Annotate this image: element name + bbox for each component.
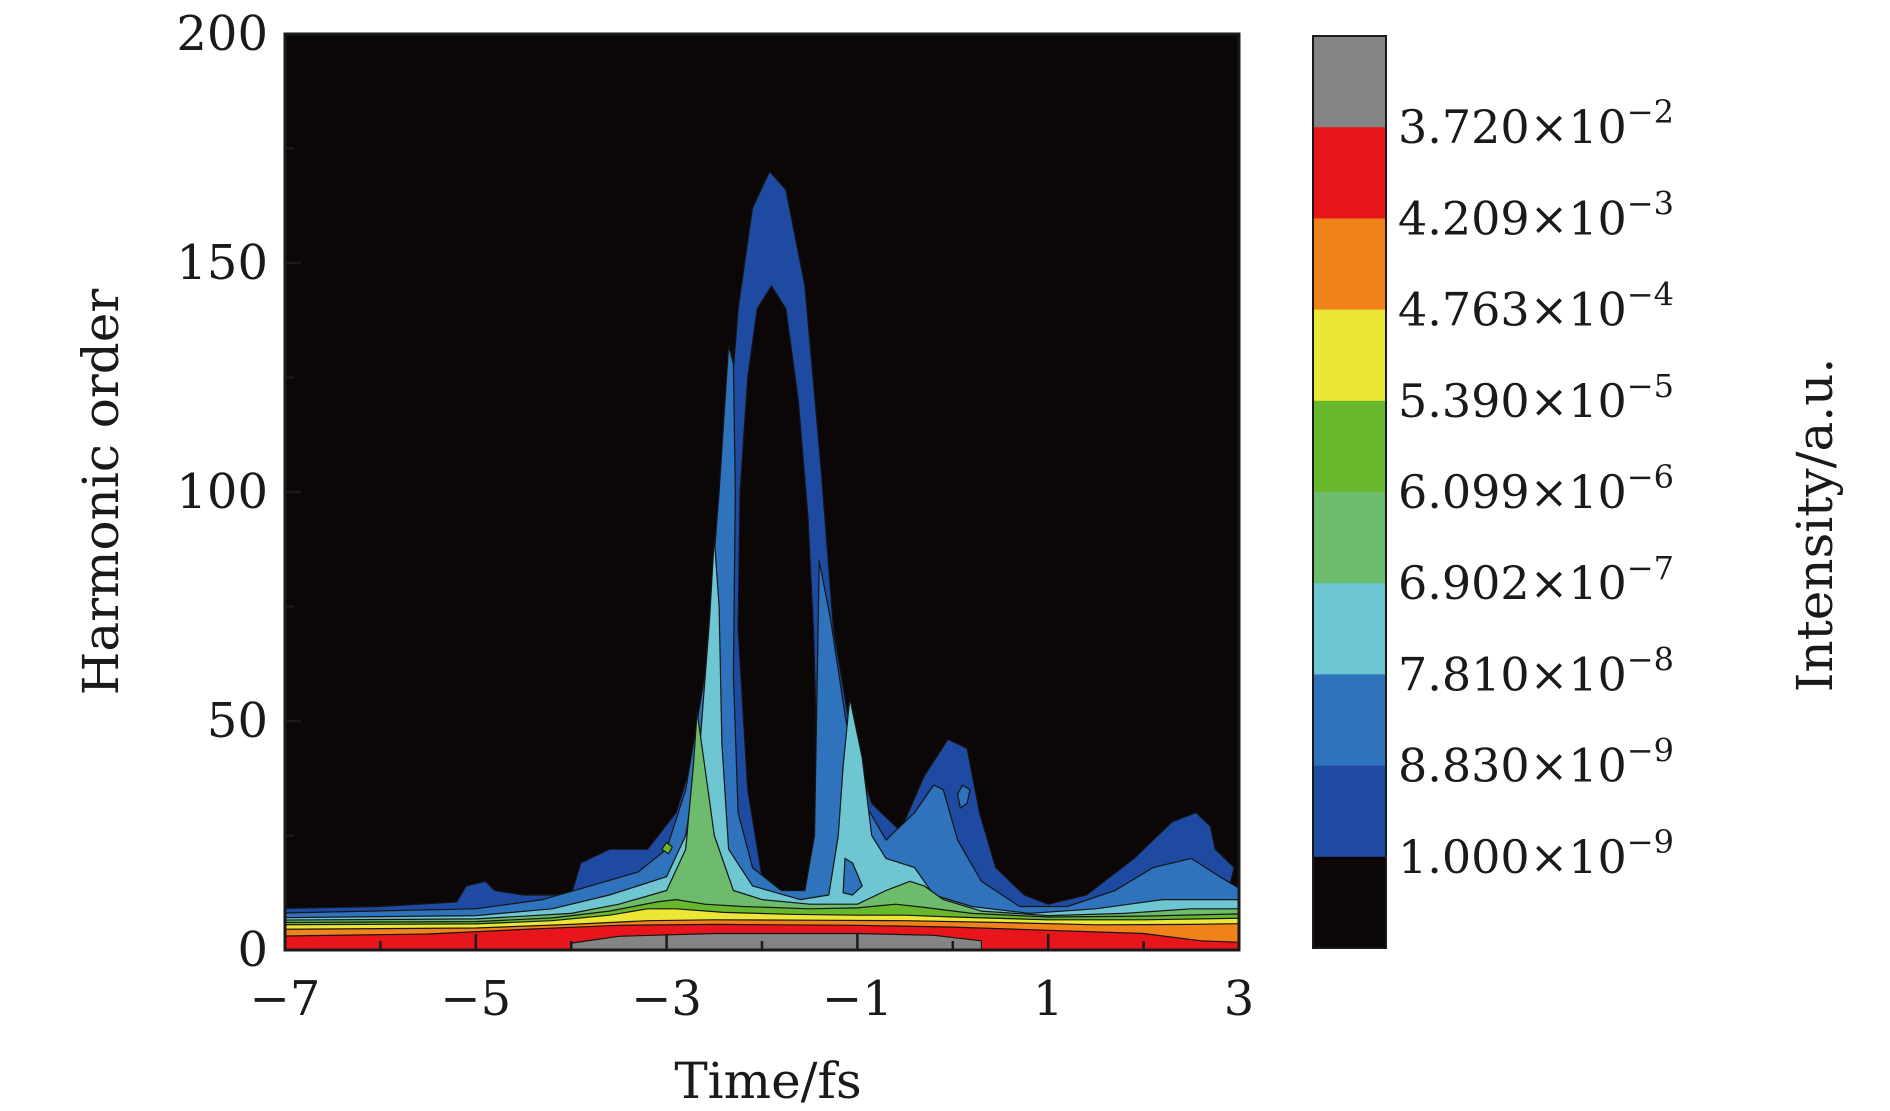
contour-level-cyan (285, 537, 1239, 950)
colorbar-level-label: 7.810×10−8 (1398, 640, 1674, 701)
x-tick-label: −3 (631, 971, 702, 1027)
x-tick-label: 3 (1224, 971, 1255, 1027)
colorbar-band (1313, 218, 1386, 311)
plot-area (283, 32, 1241, 952)
contour-island-blue (957, 784, 971, 809)
x-axis-title: Time/fs (674, 1052, 861, 1110)
y-tick-label: 150 (176, 235, 268, 291)
colorbar-level-label: 1.000×10−9 (1398, 823, 1674, 884)
colorbar-band (1313, 765, 1386, 858)
colorbar-labels: 3.720×10−2 4.209×10−3 4.763×10−4 5.390×10−5… (1398, 93, 1674, 884)
contour-island-green (661, 841, 673, 855)
x-tick-label: 1 (1033, 971, 1064, 1027)
colorbar-level-label: 6.902×10−7 (1398, 549, 1674, 610)
colorbar-band (1313, 583, 1386, 675)
colorbar-level-label: 5.390×10−5 (1398, 367, 1674, 428)
x-axis: −7 −5 −3 −1 1 3 (250, 934, 1255, 1027)
colorbar-title: Intensity/a.u. (1786, 358, 1844, 692)
colorbar-band (1313, 36, 1386, 128)
colorbar-band (1313, 400, 1386, 493)
y-tick-label: 100 (176, 464, 268, 520)
contour-layers (285, 170, 1239, 950)
colorbar-level-label: 6.099×10−6 (1398, 458, 1674, 519)
colorbar-level-label: 8.830×10−9 (1398, 732, 1674, 793)
colorbar-frame (1312, 35, 1387, 949)
x-tick-label: −7 (250, 971, 321, 1027)
colorbar-bands (1313, 36, 1386, 949)
contour-level-grey (570, 932, 982, 950)
y-tick-label: 50 (207, 693, 268, 749)
colorbar-level-label: 4.209×10−3 (1398, 184, 1674, 245)
y-tick-label: 200 (176, 6, 268, 62)
y-axis-title: Harmonic order (72, 289, 130, 696)
colorbar: 3.720×10−2 4.209×10−3 4.763×10−4 5.390×10−5… (1312, 35, 1674, 949)
colorbar-level-label: 4.763×10−4 (1398, 276, 1674, 337)
colorbar-band (1313, 492, 1386, 584)
colorbar-band (1313, 674, 1386, 767)
x-tick-label: −1 (822, 971, 893, 1027)
y-tick-label: 0 (237, 922, 268, 978)
colorbar-band (1313, 856, 1386, 949)
colorbar-level-label: 3.720×10−2 (1398, 93, 1674, 154)
x-tick-label: −5 (440, 971, 511, 1027)
contour-hole-secondary (842, 857, 863, 896)
contour-level-medium-blue (285, 344, 1239, 950)
colorbar-band (1313, 127, 1386, 219)
colorbar-band (1313, 309, 1386, 402)
y-axis: 0 50 100 150 200 (176, 6, 301, 978)
